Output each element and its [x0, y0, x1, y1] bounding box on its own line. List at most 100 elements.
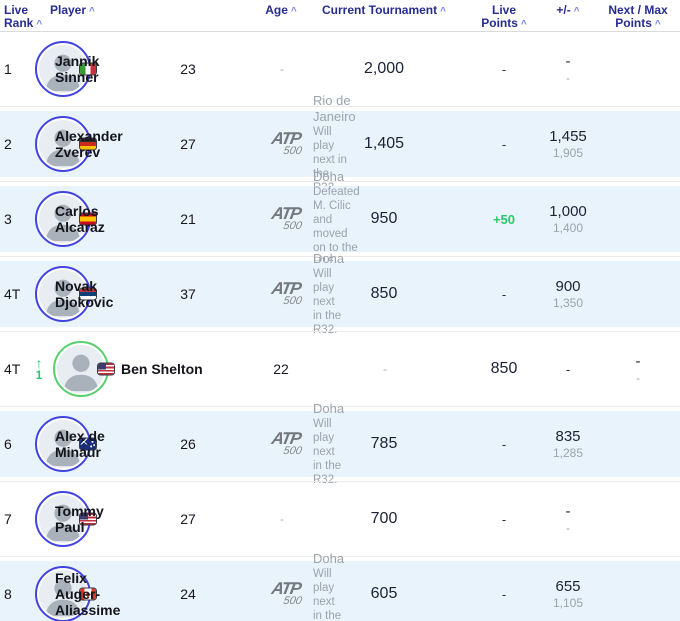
person-silhouette-icon: [45, 129, 81, 167]
plus-minus-value: -: [501, 511, 507, 527]
col-header-current-tournament[interactable]: Current Tournament ^: [300, 4, 468, 18]
player-avatar-wrap: [53, 341, 114, 397]
table-row[interactable]: 3 Carlos Alcaraz 21 ATP: [0, 169, 680, 268]
tournament-empty: -: [280, 62, 284, 76]
country-flag-icon: [80, 288, 96, 300]
player-name[interactable]: Alex de Minaur: [55, 428, 105, 460]
col-header-live-rank[interactable]: Live Rank ^: [0, 4, 48, 31]
age-value: 23: [180, 61, 196, 77]
tournament-cell: ATP 500 Doha Will play next in the R32.: [262, 551, 344, 621]
table-row[interactable]: 8 Felix Auger-Aliassime 24: [0, 551, 680, 621]
tournament-info: ATP 500 Rio de Janeiro Will play next in…: [264, 93, 356, 195]
tournament-name: Rio de Janeiro: [313, 93, 356, 124]
table-row[interactable]: 4T ↑ 1 Ben Shelton 22: [0, 331, 680, 406]
player-avatar-wrap: [35, 416, 96, 472]
player-avatar-wrap: [35, 491, 96, 547]
col-label: Live Rank: [4, 3, 34, 30]
player-avatar[interactable]: [35, 416, 91, 472]
age-value: 24: [180, 586, 196, 602]
sort-caret-icon: ^: [89, 6, 95, 17]
col-header-next-max-points[interactable]: Next / Max Points ^: [596, 4, 680, 31]
player-name[interactable]: Tommy Paul: [55, 503, 104, 535]
tournament-cell: -: [300, 349, 468, 389]
player-name[interactable]: Novak Djokovic: [55, 278, 114, 310]
player-photo: [39, 570, 87, 618]
col-label: +/-: [556, 3, 571, 17]
tournament-status: Will play next in the R32.: [313, 418, 342, 486]
player-avatar[interactable]: [35, 566, 91, 621]
age-value: 22: [273, 361, 289, 377]
col-header-player[interactable]: Player ^: [48, 4, 262, 18]
col-header-plus-minus[interactable]: +/- ^: [540, 4, 596, 18]
tournament-cell: -: [262, 49, 300, 89]
player-photo: [39, 120, 87, 168]
tournament-cell: ATP 500 Doha Will play next in the R32.: [262, 401, 344, 487]
plus-minus-value: +50: [492, 211, 516, 227]
player-photo: [57, 345, 105, 393]
tournament-info: ATP 500 Doha Will play next in the R32.: [264, 551, 344, 621]
country-flag-icon: [80, 438, 96, 450]
max-points-value: 1,105: [552, 596, 584, 610]
tournament-info: ATP 500 Doha Will play next in the R32.: [264, 401, 344, 487]
live-points-value: 605: [370, 585, 398, 602]
avatar-cell: [48, 341, 114, 397]
live-rank-value: 6: [4, 436, 12, 452]
max-points-value: 1,400: [552, 221, 584, 235]
player-avatar-wrap: [35, 41, 96, 97]
max-points-value: -: [636, 371, 640, 385]
live-rank-value: 1: [4, 61, 12, 77]
live-points-value: 700: [370, 510, 398, 527]
max-points-value: 1,905: [552, 146, 584, 160]
tournament-name: Doha: [313, 251, 345, 266]
col-label: Player: [50, 3, 87, 17]
tournament-status: Will play next in the R32.: [313, 568, 342, 621]
person-silhouette-icon: [63, 354, 99, 392]
player-name[interactable]: Alexander Zverev: [55, 128, 123, 160]
person-silhouette-icon: [45, 54, 81, 92]
sort-caret-icon: ^: [654, 19, 661, 30]
player-name[interactable]: Carlos Alcaraz: [55, 203, 105, 235]
table-row[interactable]: 1 Jannik Sinner 23 - 2,000: [0, 32, 680, 106]
live-rank-value: 4T: [4, 361, 21, 377]
next-max-cell: 655 1,105: [540, 578, 596, 610]
country-flag-icon: [80, 213, 96, 225]
table-row[interactable]: 2 Alexander Zverev 27 ATP: [0, 93, 680, 194]
max-points-value: -: [566, 521, 570, 535]
tournament-cell: ATP 500 Rio de Janeiro Will play next in…: [262, 93, 355, 195]
age-value: 26: [180, 436, 196, 452]
next-points-value: -: [565, 503, 571, 520]
tournament-name: Doha: [313, 401, 345, 416]
tournament-info: ATP 500 Doha Defeated M. Cilic and moved…: [264, 169, 360, 269]
next-points-value: 900: [555, 278, 581, 295]
rank-movement: ↑ 1: [30, 356, 48, 381]
player-name[interactable]: Jannik Sinner: [55, 53, 100, 85]
next-max-cell: - -: [540, 53, 596, 85]
next-points-value: 835: [555, 428, 581, 445]
next-max-cell: 1,455 1,905: [540, 128, 596, 160]
col-header-age[interactable]: Age ^: [262, 4, 300, 18]
live-rank-value: 7: [4, 511, 12, 527]
player-name[interactable]: Felix Auger-Aliassime: [55, 570, 121, 618]
live-rank-value: 8: [4, 586, 12, 602]
age-value: 27: [180, 136, 196, 152]
plus-minus-value: -: [565, 361, 571, 377]
table-header: Live Rank ^ Player ^ Age ^ Current Tourname…: [0, 0, 680, 32]
player-photo: [39, 45, 87, 93]
avatar-cell: [30, 41, 96, 97]
plus-minus-value: -: [501, 136, 507, 152]
player-avatar[interactable]: [35, 266, 91, 322]
player-avatar-wrap: [35, 266, 96, 322]
next-max-cell: - -: [540, 503, 596, 535]
player-name[interactable]: Ben Shelton: [121, 361, 203, 377]
table-row[interactable]: 4T Novak Djokovic 37 ATP: [0, 251, 680, 336]
avatar-cell: [30, 266, 96, 322]
next-points-value: 1,455: [549, 128, 587, 145]
table-row[interactable]: 6 Alex de Minaur 26 ATP: [0, 401, 680, 486]
col-label: Live Points: [481, 3, 518, 30]
plus-minus-value: -: [501, 586, 507, 602]
person-silhouette-icon: [45, 429, 81, 467]
col-header-live-points[interactable]: Live Points ^: [468, 4, 540, 31]
tournament-info: ATP 500 Doha Will play next in the R32.: [264, 251, 344, 337]
table-row[interactable]: 7 Tommy Paul 27 - 700 -: [0, 481, 680, 556]
